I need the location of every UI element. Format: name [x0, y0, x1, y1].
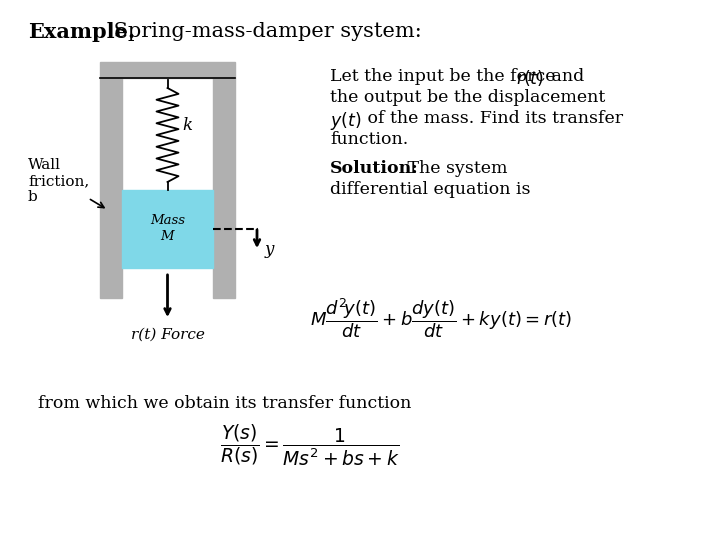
Bar	[213, 78, 235, 298]
Text: Wall
friction,
b: Wall friction, b	[28, 158, 89, 205]
Bar	[100, 62, 235, 78]
Text: r(t) Force: r(t) Force	[130, 328, 204, 342]
Text: and: and	[546, 68, 584, 85]
Text: k: k	[182, 117, 193, 133]
Text: differential equation is: differential equation is	[330, 181, 531, 198]
Text: y: y	[265, 240, 274, 258]
Text: Solution:: Solution:	[330, 160, 419, 178]
Text: $M\dfrac{d^2\!y(t)}{dt}+b\dfrac{dy(t)}{dt}+ky(t)=r(t)$: $M\dfrac{d^2\!y(t)}{dt}+b\dfrac{dy(t)}{d…	[310, 296, 572, 340]
Text: The system: The system	[402, 160, 508, 178]
Text: M: M	[161, 231, 174, 244]
Text: Mass: Mass	[150, 214, 185, 227]
Text: $r(t)$: $r(t)$	[516, 68, 544, 88]
Text: $y(t)$: $y(t)$	[330, 110, 361, 132]
Text: the output be the displacement: the output be the displacement	[330, 89, 606, 106]
Text: Example.: Example.	[28, 22, 135, 42]
Text: Let the input be the force: Let the input be the force	[330, 68, 561, 85]
Text: from which we obtain its transfer function: from which we obtain its transfer functi…	[38, 395, 411, 412]
Text: function.: function.	[330, 131, 408, 148]
Text: of the mass. Find its transfer: of the mass. Find its transfer	[362, 110, 623, 127]
Bar	[100, 78, 122, 298]
Bar	[122, 190, 213, 268]
Text: $\dfrac{Y(s)}{R(s)}=\dfrac{1}{Ms^2+\mathit{b}s+k}$: $\dfrac{Y(s)}{R(s)}=\dfrac{1}{Ms^2+\math…	[220, 423, 400, 468]
Text: Spring-mass-damper system:: Spring-mass-damper system:	[107, 22, 422, 41]
